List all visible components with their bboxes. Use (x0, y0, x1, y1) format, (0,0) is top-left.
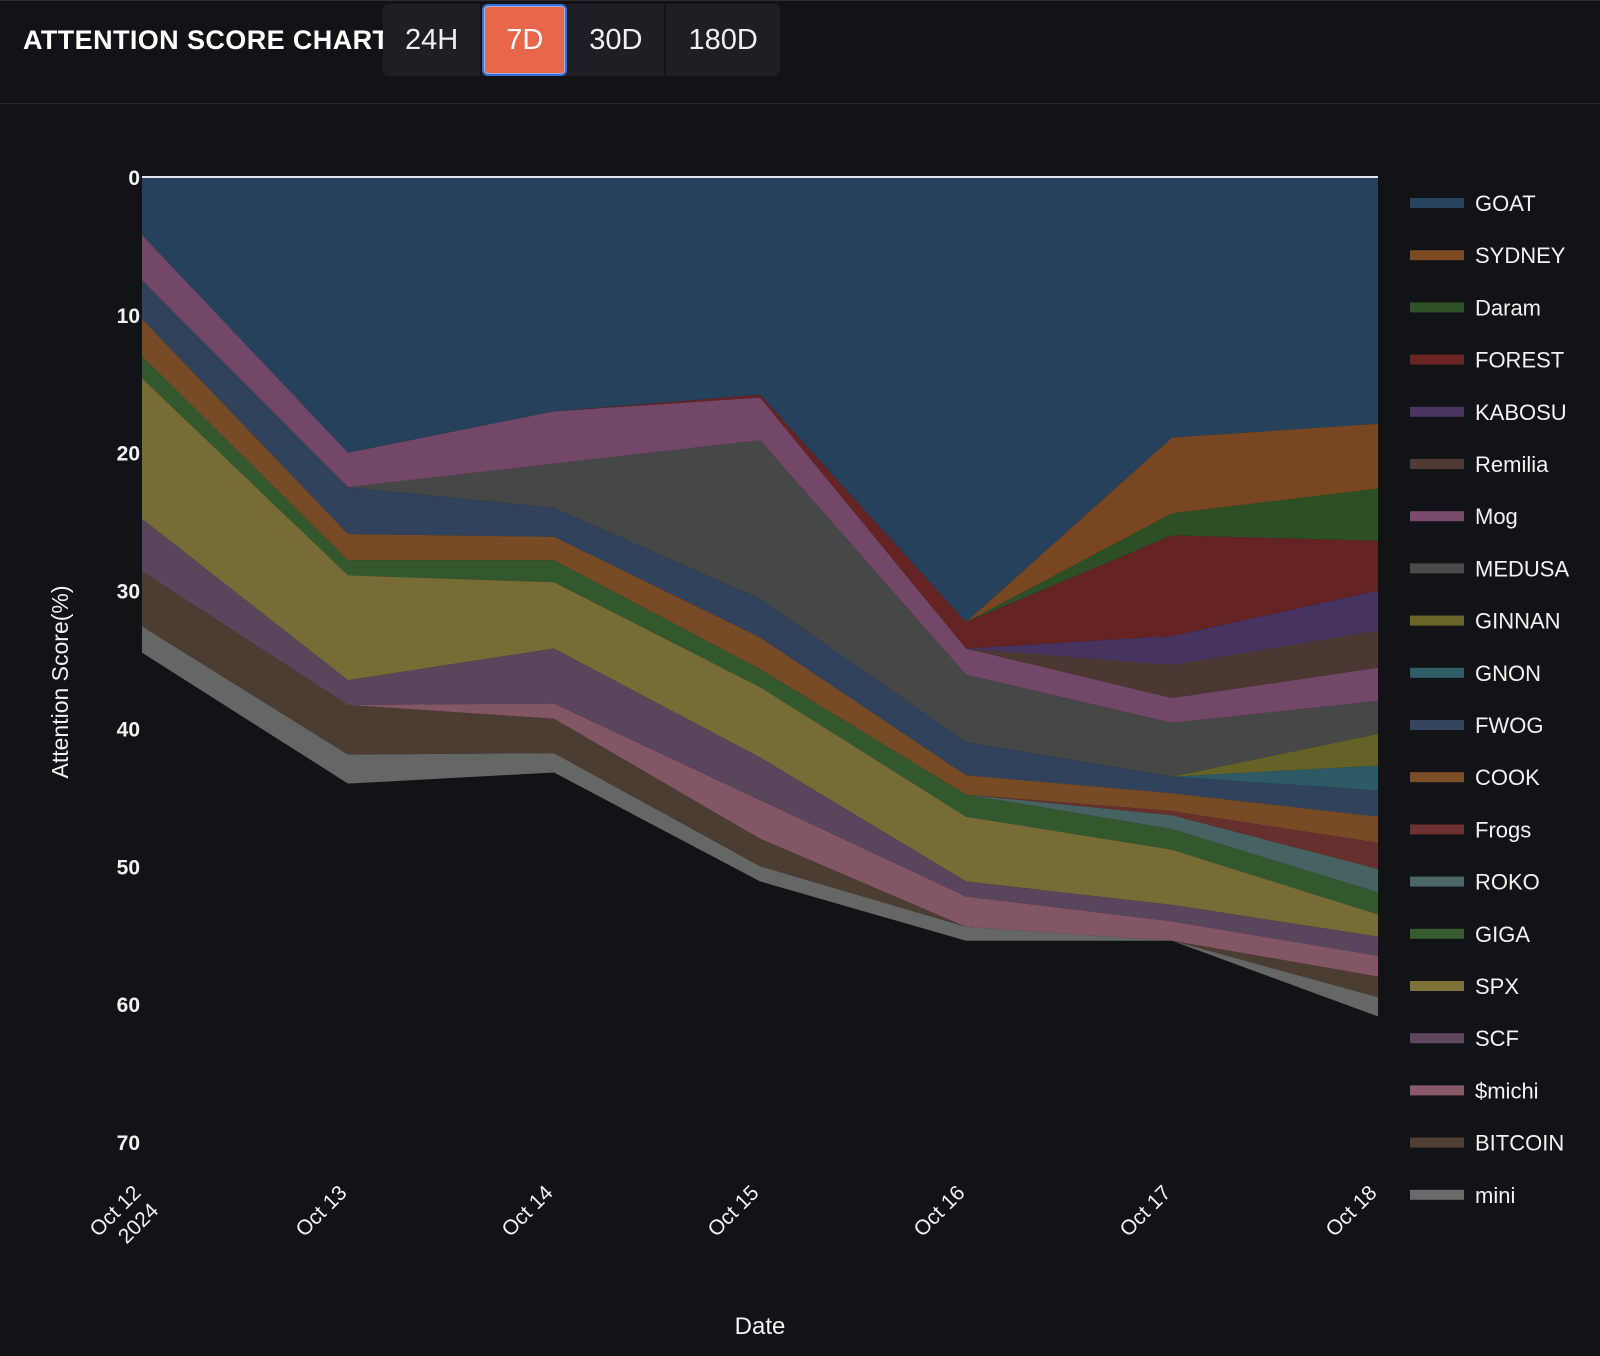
legend-item-roko[interactable]: ROKO (1410, 870, 1540, 895)
legend-item-daram[interactable]: Daram (1410, 295, 1541, 320)
y-tick-label: 70 (117, 1132, 140, 1155)
legend-swatch (1410, 1085, 1464, 1096)
legend-swatch (1410, 667, 1464, 678)
x-axis-label: Date (735, 1313, 786, 1340)
area-series-giga[interactable] (142, 356, 1378, 915)
legend-item-fwog[interactable]: FWOG (1410, 713, 1543, 738)
x-tick-label: Oct 17 (1116, 1181, 1176, 1241)
legend-swatch (1410, 1137, 1464, 1148)
legend-item-scf[interactable]: SCF (1410, 1026, 1519, 1051)
area-series-roko[interactable] (142, 356, 1378, 893)
legend-item-mog[interactable]: Mog (1410, 504, 1518, 529)
legend-item-medusa[interactable]: MEDUSA (1410, 556, 1569, 581)
legend-item-ginnan[interactable]: GINNAN (1410, 609, 1561, 634)
legend-item-frogs[interactable]: Frogs (1410, 817, 1531, 842)
legend-label: Frogs (1475, 817, 1531, 842)
tab-180d[interactable]: 180D (688, 23, 758, 56)
legend-item-goat[interactable]: GOAT (1410, 191, 1536, 216)
legend-swatch (1410, 354, 1464, 365)
legend-item-remilia[interactable]: Remilia (1410, 452, 1549, 477)
legend-label: $michi (1475, 1078, 1539, 1103)
y-axis-ticks: 0 10 20 30 40 50 60 70 (117, 167, 140, 1155)
y-tick-label: 30 (117, 581, 140, 604)
legend-swatch (1410, 511, 1464, 522)
area-series-goat[interactable] (142, 177, 1378, 623)
x-tick-label: Oct 16 (910, 1181, 970, 1241)
y-tick-label: 60 (117, 994, 140, 1017)
legend-swatch (1410, 615, 1464, 626)
legend-label: FWOG (1475, 713, 1543, 738)
tab-24h[interactable]: 24H (383, 4, 483, 76)
x-axis-ticks: Oct 122024 Oct 13 Oct 14 Oct 15 Oct 16 Oct 17… (86, 1181, 1382, 1259)
x-tick-label: Oct 18 (1322, 1181, 1382, 1241)
y-tick-label: 20 (117, 443, 140, 466)
legend-label: GINNAN (1475, 609, 1561, 634)
y-tick-label: 40 (117, 718, 140, 741)
legend-item-michi[interactable]: $michi (1410, 1078, 1539, 1103)
legend-label: ROKO (1475, 870, 1540, 895)
legend-swatch (1410, 302, 1464, 313)
legend-label: FOREST (1475, 348, 1564, 373)
legend-label: Remilia (1475, 452, 1549, 477)
area-series-kabosu[interactable] (142, 234, 1378, 665)
area-series-michi[interactable] (142, 571, 1378, 977)
y-tick-label: 0 (128, 167, 140, 190)
area-series-mog[interactable] (142, 234, 1378, 723)
legend-swatch (1410, 1033, 1464, 1044)
legend: GOAT SYDNEY Daram FOREST KABOSU Remilia Mog MED… (1410, 191, 1569, 1208)
legend-swatch (1410, 406, 1464, 417)
legend-label: GIGA (1475, 922, 1530, 947)
legend-label: KABOSU (1475, 400, 1567, 425)
legend-label: mini (1475, 1183, 1515, 1208)
legend-swatch (1410, 824, 1464, 835)
legend-swatch (1410, 250, 1464, 261)
legend-item-kabosu[interactable]: KABOSU (1410, 400, 1567, 425)
legend-label: SPX (1475, 974, 1519, 999)
legend-swatch (1410, 459, 1464, 469)
legend-item-sydney[interactable]: SYDNEY (1410, 243, 1566, 268)
x-tick-label: Oct 14 (498, 1181, 558, 1241)
legend-label: BITCOIN (1475, 1131, 1564, 1156)
legend-swatch (1410, 876, 1464, 887)
legend-item-bitcoin[interactable]: BITCOIN (1410, 1131, 1564, 1156)
legend-swatch (1410, 928, 1464, 939)
page-title: ATTENTION SCORE CHART (23, 25, 390, 55)
x-tick-label: Oct 122024 (86, 1181, 164, 1259)
timeframe-tabs: 24H 7D 30D 180D (383, 4, 780, 76)
legend-swatch (1410, 772, 1464, 783)
legend-swatch (1410, 563, 1464, 574)
legend-label: MEDUSA (1475, 556, 1569, 581)
y-tick-label: 10 (117, 305, 140, 328)
legend-label: SCF (1475, 1026, 1519, 1051)
legend-item-spx[interactable]: SPX (1410, 974, 1519, 999)
legend-label: GOAT (1475, 191, 1536, 216)
area-series-spx[interactable] (142, 378, 1378, 937)
legend-label: Daram (1475, 295, 1541, 320)
legend-label: SYDNEY (1475, 243, 1566, 268)
legend-item-forest[interactable]: FOREST (1410, 348, 1564, 373)
legend-item-mini[interactable]: mini (1410, 1183, 1515, 1208)
tab-30d[interactable]: 30D (567, 4, 667, 76)
legend-label: Mog (1475, 504, 1518, 529)
tab-7d[interactable]: 7D (482, 4, 568, 76)
legend-swatch (1410, 981, 1464, 991)
x-tick-label: Oct 13 (292, 1181, 352, 1241)
legend-item-cook[interactable]: COOK (1410, 765, 1540, 790)
legend-swatch (1410, 198, 1464, 208)
y-tick-label: 50 (117, 856, 140, 879)
area-series-forest[interactable] (142, 234, 1378, 649)
legend-label: COOK (1475, 765, 1540, 790)
area-series-group (142, 177, 1378, 1017)
legend-label: GNON (1475, 661, 1541, 686)
legend-swatch (1410, 1189, 1464, 1200)
legend-swatch (1410, 720, 1464, 730)
y-axis-label: Attention Score(%) (47, 585, 73, 778)
chart-header: ATTENTION SCORE CHART 24H 7D 30D 180D (0, 0, 1600, 104)
legend-item-gnon[interactable]: GNON (1410, 661, 1541, 686)
x-tick-label: Oct 15 (704, 1181, 764, 1241)
legend-item-giga[interactable]: GIGA (1410, 922, 1530, 947)
area-series-remilia[interactable] (142, 234, 1378, 699)
area-series-medusa[interactable] (142, 280, 1378, 777)
